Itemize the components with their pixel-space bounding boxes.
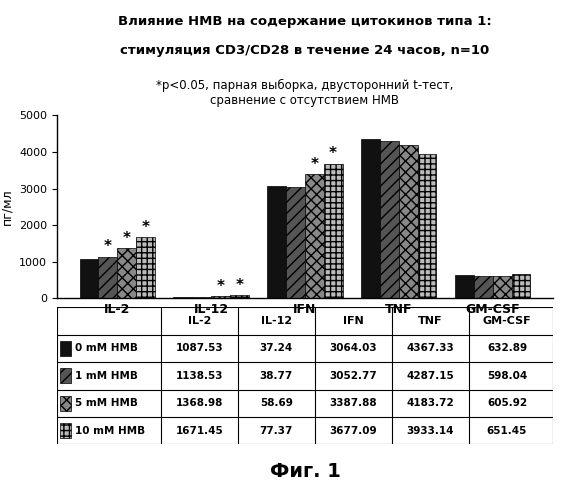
Text: 605.92: 605.92: [487, 398, 527, 408]
Text: 5 mM HMB: 5 mM HMB: [75, 398, 138, 408]
Text: 0 mM HMB: 0 mM HMB: [75, 344, 138, 353]
Bar: [361, 138, 380, 298]
Bar: [380, 142, 399, 298]
Text: 3387.88: 3387.88: [329, 398, 377, 408]
Text: 598.04: 598.04: [487, 371, 527, 381]
Text: *: *: [104, 239, 112, 254]
Text: 1087.53: 1087.53: [176, 344, 223, 353]
Text: 1138.53: 1138.53: [176, 371, 223, 381]
Text: IFN: IFN: [343, 316, 364, 326]
Bar: [493, 276, 512, 298]
Text: 1 mM HMB: 1 mM HMB: [75, 371, 138, 381]
Text: 58.69: 58.69: [260, 398, 293, 408]
Text: 1368.98: 1368.98: [176, 398, 223, 408]
Bar: [418, 154, 437, 298]
Bar: [267, 186, 286, 298]
Text: *: *: [235, 278, 243, 293]
Text: 37.24: 37.24: [260, 344, 293, 353]
Bar: [324, 164, 343, 298]
Bar: [192, 297, 211, 298]
Text: Влияние HMB на содержание цитокинов типа 1:: Влияние HMB на содержание цитокинов типа…: [118, 15, 492, 28]
Text: IL-12: IL-12: [261, 316, 292, 326]
Text: Фиг. 1: Фиг. 1: [270, 462, 340, 481]
Text: *: *: [141, 220, 149, 234]
Text: *: *: [123, 230, 131, 246]
Bar: [60, 423, 71, 438]
Text: 4287.15: 4287.15: [406, 371, 454, 381]
Text: 651.45: 651.45: [487, 426, 527, 436]
Text: 38.77: 38.77: [260, 371, 293, 381]
Text: *: *: [217, 278, 225, 293]
Text: 1671.45: 1671.45: [176, 426, 223, 436]
Bar: [211, 296, 230, 298]
Text: IL-2: IL-2: [188, 316, 211, 326]
Text: 3052.77: 3052.77: [329, 371, 377, 381]
Bar: [136, 237, 154, 298]
Text: 3933.14: 3933.14: [406, 426, 454, 436]
Bar: [455, 275, 474, 298]
Text: 4367.33: 4367.33: [406, 344, 454, 353]
Text: TNF: TNF: [418, 316, 442, 326]
Bar: [60, 368, 71, 384]
Text: стимуляция CD3/CD28 в течение 24 часов, n=10: стимуляция CD3/CD28 в течение 24 часов, …: [120, 44, 490, 58]
Bar: [512, 274, 530, 298]
Text: GM-CSF: GM-CSF: [483, 316, 531, 326]
Y-axis label: пг/мл: пг/мл: [1, 188, 14, 225]
Bar: [305, 174, 324, 298]
Bar: [286, 186, 305, 298]
Text: 3064.03: 3064.03: [329, 344, 377, 353]
Text: 10 mM HMB: 10 mM HMB: [75, 426, 145, 436]
Bar: [60, 396, 71, 411]
Bar: [173, 297, 192, 298]
Text: 77.37: 77.37: [260, 426, 293, 436]
Bar: [60, 341, 71, 356]
Bar: [474, 276, 493, 298]
Text: *p<0.05, парная выборка, двусторонний t-тест,
сравнение с отсутствием HMB: *p<0.05, парная выборка, двусторонний t-…: [156, 79, 454, 107]
Bar: [399, 146, 418, 298]
Text: 4183.72: 4183.72: [406, 398, 454, 408]
Text: 3677.09: 3677.09: [329, 426, 377, 436]
Bar: [117, 248, 136, 298]
Text: 632.89: 632.89: [487, 344, 527, 353]
Bar: [80, 258, 99, 298]
Text: *: *: [329, 146, 337, 161]
Text: *: *: [310, 157, 318, 172]
Bar: [230, 296, 249, 298]
Bar: [99, 256, 117, 298]
